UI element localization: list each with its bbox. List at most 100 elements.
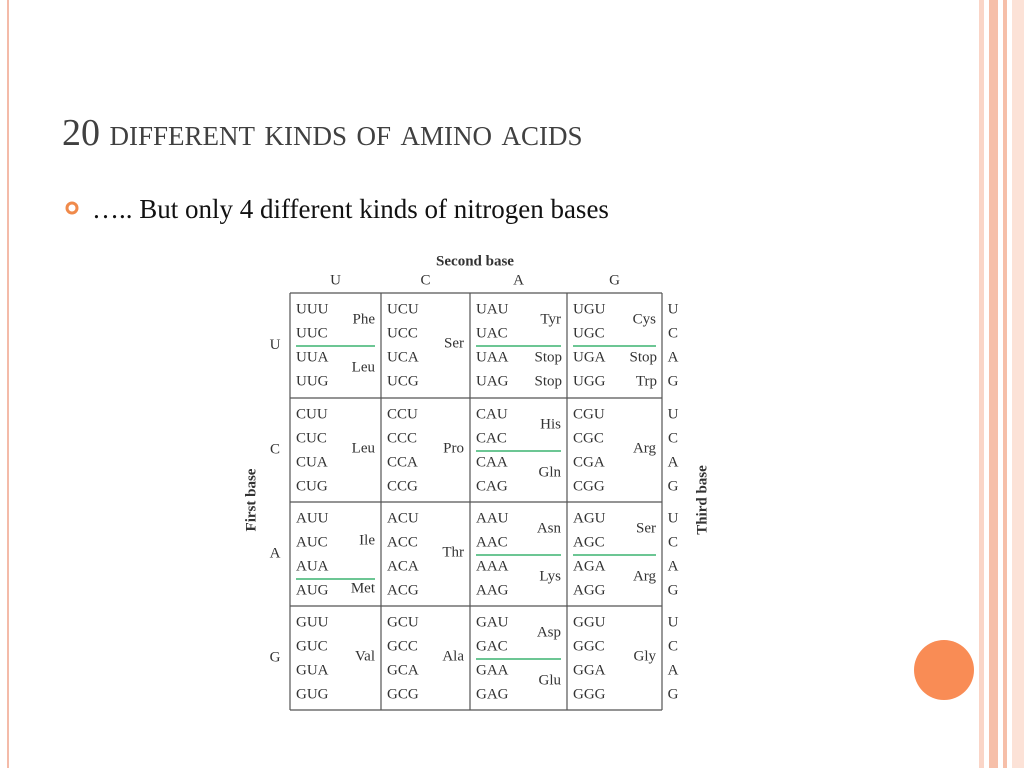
codon: UGA: [573, 349, 606, 365]
third-base: A: [668, 349, 679, 365]
codon: CCC: [387, 430, 417, 446]
third-base: C: [668, 325, 678, 341]
amino-acid: Met: [351, 580, 376, 596]
codon: UUG: [296, 373, 329, 389]
third-base: C: [668, 638, 678, 654]
codon: UCG: [387, 373, 419, 389]
codon: CUG: [296, 478, 328, 494]
codon: GCA: [387, 662, 419, 678]
codon: CAC: [476, 430, 507, 446]
codon: AUG: [296, 582, 329, 598]
amino-acid: Ser: [636, 520, 656, 536]
third-base: G: [668, 582, 679, 598]
codon: ACA: [387, 558, 419, 574]
codon: AAA: [476, 558, 509, 574]
second-base-label: Second base: [436, 253, 514, 269]
amino-acid: Stop: [534, 349, 562, 365]
amino-acid: Gln: [539, 464, 562, 480]
codon: AAU: [476, 510, 509, 526]
first-base-label: First base: [243, 468, 259, 531]
amino-acid: Asn: [537, 520, 562, 536]
second-base: U: [330, 272, 341, 288]
codon: AUC: [296, 534, 328, 550]
codon: GUG: [296, 686, 329, 702]
amino-acid: Arg: [633, 568, 657, 584]
decor-circle: [914, 640, 974, 700]
codon: UGC: [573, 325, 605, 341]
amino-acid: Glu: [539, 672, 562, 688]
codon: CGC: [573, 430, 604, 446]
codon: ACG: [387, 582, 419, 598]
amino-acid: Trp: [636, 373, 657, 389]
codon: AGU: [573, 510, 606, 526]
codon: UAU: [476, 301, 509, 317]
amino-acid: Arg: [633, 440, 657, 456]
codon: GCG: [387, 686, 419, 702]
codon: GAA: [476, 662, 509, 678]
amino-acid: Stop: [534, 373, 562, 389]
third-base: A: [668, 454, 679, 470]
codon: GGA: [573, 662, 606, 678]
codon: UAA: [476, 349, 509, 365]
amino-acid: Ile: [359, 532, 375, 548]
codon: CAG: [476, 478, 508, 494]
third-base: G: [668, 478, 679, 494]
codon: CUU: [296, 406, 328, 422]
amino-acid: Pro: [443, 440, 464, 456]
codon: UCU: [387, 301, 419, 317]
codon: CUC: [296, 430, 327, 446]
third-base: C: [668, 534, 678, 550]
stripe: [989, 0, 998, 768]
codon: UGU: [573, 301, 606, 317]
amino-acid: Phe: [353, 311, 376, 327]
third-base: U: [668, 301, 679, 317]
amino-acid: Tyr: [540, 311, 561, 327]
codon: CCA: [387, 454, 418, 470]
codon: UGG: [573, 373, 606, 389]
third-base-label: Third base: [694, 465, 710, 535]
codon: GAG: [476, 686, 509, 702]
amino-acid: Asp: [537, 624, 561, 640]
codon: GAC: [476, 638, 508, 654]
codon: CUA: [296, 454, 328, 470]
codon: AUA: [296, 558, 329, 574]
codon: CGG: [573, 478, 605, 494]
codon: CCG: [387, 478, 418, 494]
codon: AGG: [573, 582, 606, 598]
amino-acid: Leu: [352, 359, 376, 375]
third-base: C: [668, 430, 678, 446]
first-base: G: [270, 649, 281, 665]
codon: ACC: [387, 534, 418, 550]
first-base: A: [270, 545, 281, 561]
second-base: G: [609, 272, 620, 288]
slide-title: 20 different kinds of amino acids: [62, 112, 583, 154]
third-base: U: [668, 510, 679, 526]
codon: AGC: [573, 534, 605, 550]
amino-acid: Ser: [444, 335, 464, 351]
codon: UAC: [476, 325, 508, 341]
codon: CCU: [387, 406, 418, 422]
codon: GUA: [296, 662, 329, 678]
bullet-icon: [65, 201, 79, 215]
codon: GCC: [387, 638, 418, 654]
left-border: [7, 0, 9, 768]
third-base: G: [668, 373, 679, 389]
codon: AAC: [476, 534, 508, 550]
stripe: [1012, 0, 1024, 768]
amino-acid: His: [540, 416, 561, 432]
codon: GUU: [296, 614, 329, 630]
codon: UAG: [476, 373, 509, 389]
codon: ACU: [387, 510, 419, 526]
amino-acid: Gly: [634, 648, 657, 664]
codon: CAU: [476, 406, 508, 422]
amino-acid: Lys: [539, 568, 561, 584]
codon: GGC: [573, 638, 605, 654]
codon: GUC: [296, 638, 328, 654]
amino-acid: Ala: [442, 648, 464, 664]
second-base: A: [513, 272, 524, 288]
codon: UUU: [296, 301, 329, 317]
codon: UUC: [296, 325, 328, 341]
amino-acid: Val: [355, 648, 375, 664]
stripe: [1003, 0, 1007, 768]
amino-acid: Leu: [352, 440, 376, 456]
